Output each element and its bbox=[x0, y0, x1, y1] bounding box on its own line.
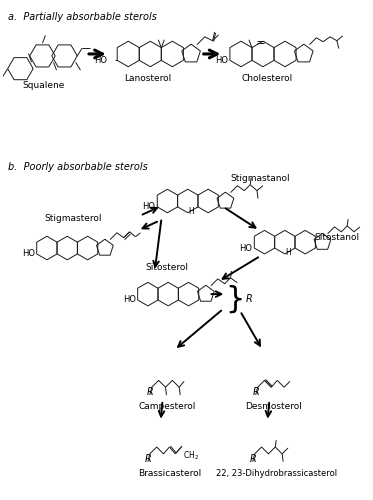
Text: }: } bbox=[225, 284, 245, 314]
Text: Squalene: Squalene bbox=[23, 82, 65, 90]
Text: Stigmastanol: Stigmastanol bbox=[230, 174, 290, 184]
Text: R: R bbox=[252, 387, 259, 397]
Text: Sitosterol: Sitosterol bbox=[145, 262, 188, 272]
Text: 22, 23-Dihydrobrassicasterol: 22, 23-Dihydrobrassicasterol bbox=[216, 468, 337, 477]
Text: H: H bbox=[188, 207, 194, 216]
Text: Stigmasterol: Stigmasterol bbox=[44, 214, 101, 222]
Text: HO: HO bbox=[142, 202, 155, 211]
Text: Campesterol: Campesterol bbox=[139, 402, 196, 411]
Text: a.  Partially absorbable sterols: a. Partially absorbable sterols bbox=[8, 12, 157, 22]
Text: Sitostanol: Sitostanol bbox=[314, 233, 360, 242]
Text: Brassicasterol: Brassicasterol bbox=[138, 468, 201, 477]
Text: HO: HO bbox=[239, 244, 252, 252]
Text: H: H bbox=[285, 248, 291, 257]
Text: HO: HO bbox=[123, 296, 136, 304]
Text: R: R bbox=[144, 454, 151, 464]
Text: R: R bbox=[249, 454, 256, 464]
Text: HO: HO bbox=[94, 56, 107, 65]
Text: Cholesterol: Cholesterol bbox=[242, 74, 293, 82]
Text: Desmosterol: Desmosterol bbox=[245, 402, 302, 411]
Text: R: R bbox=[246, 294, 253, 304]
Text: HO: HO bbox=[22, 250, 35, 258]
Text: Lanosterol: Lanosterol bbox=[124, 74, 172, 82]
Text: CH$_2$: CH$_2$ bbox=[183, 450, 199, 462]
Text: R: R bbox=[147, 387, 153, 397]
Text: HO: HO bbox=[215, 56, 228, 65]
Text: b.  Poorly absorbable sterols: b. Poorly absorbable sterols bbox=[8, 162, 147, 172]
